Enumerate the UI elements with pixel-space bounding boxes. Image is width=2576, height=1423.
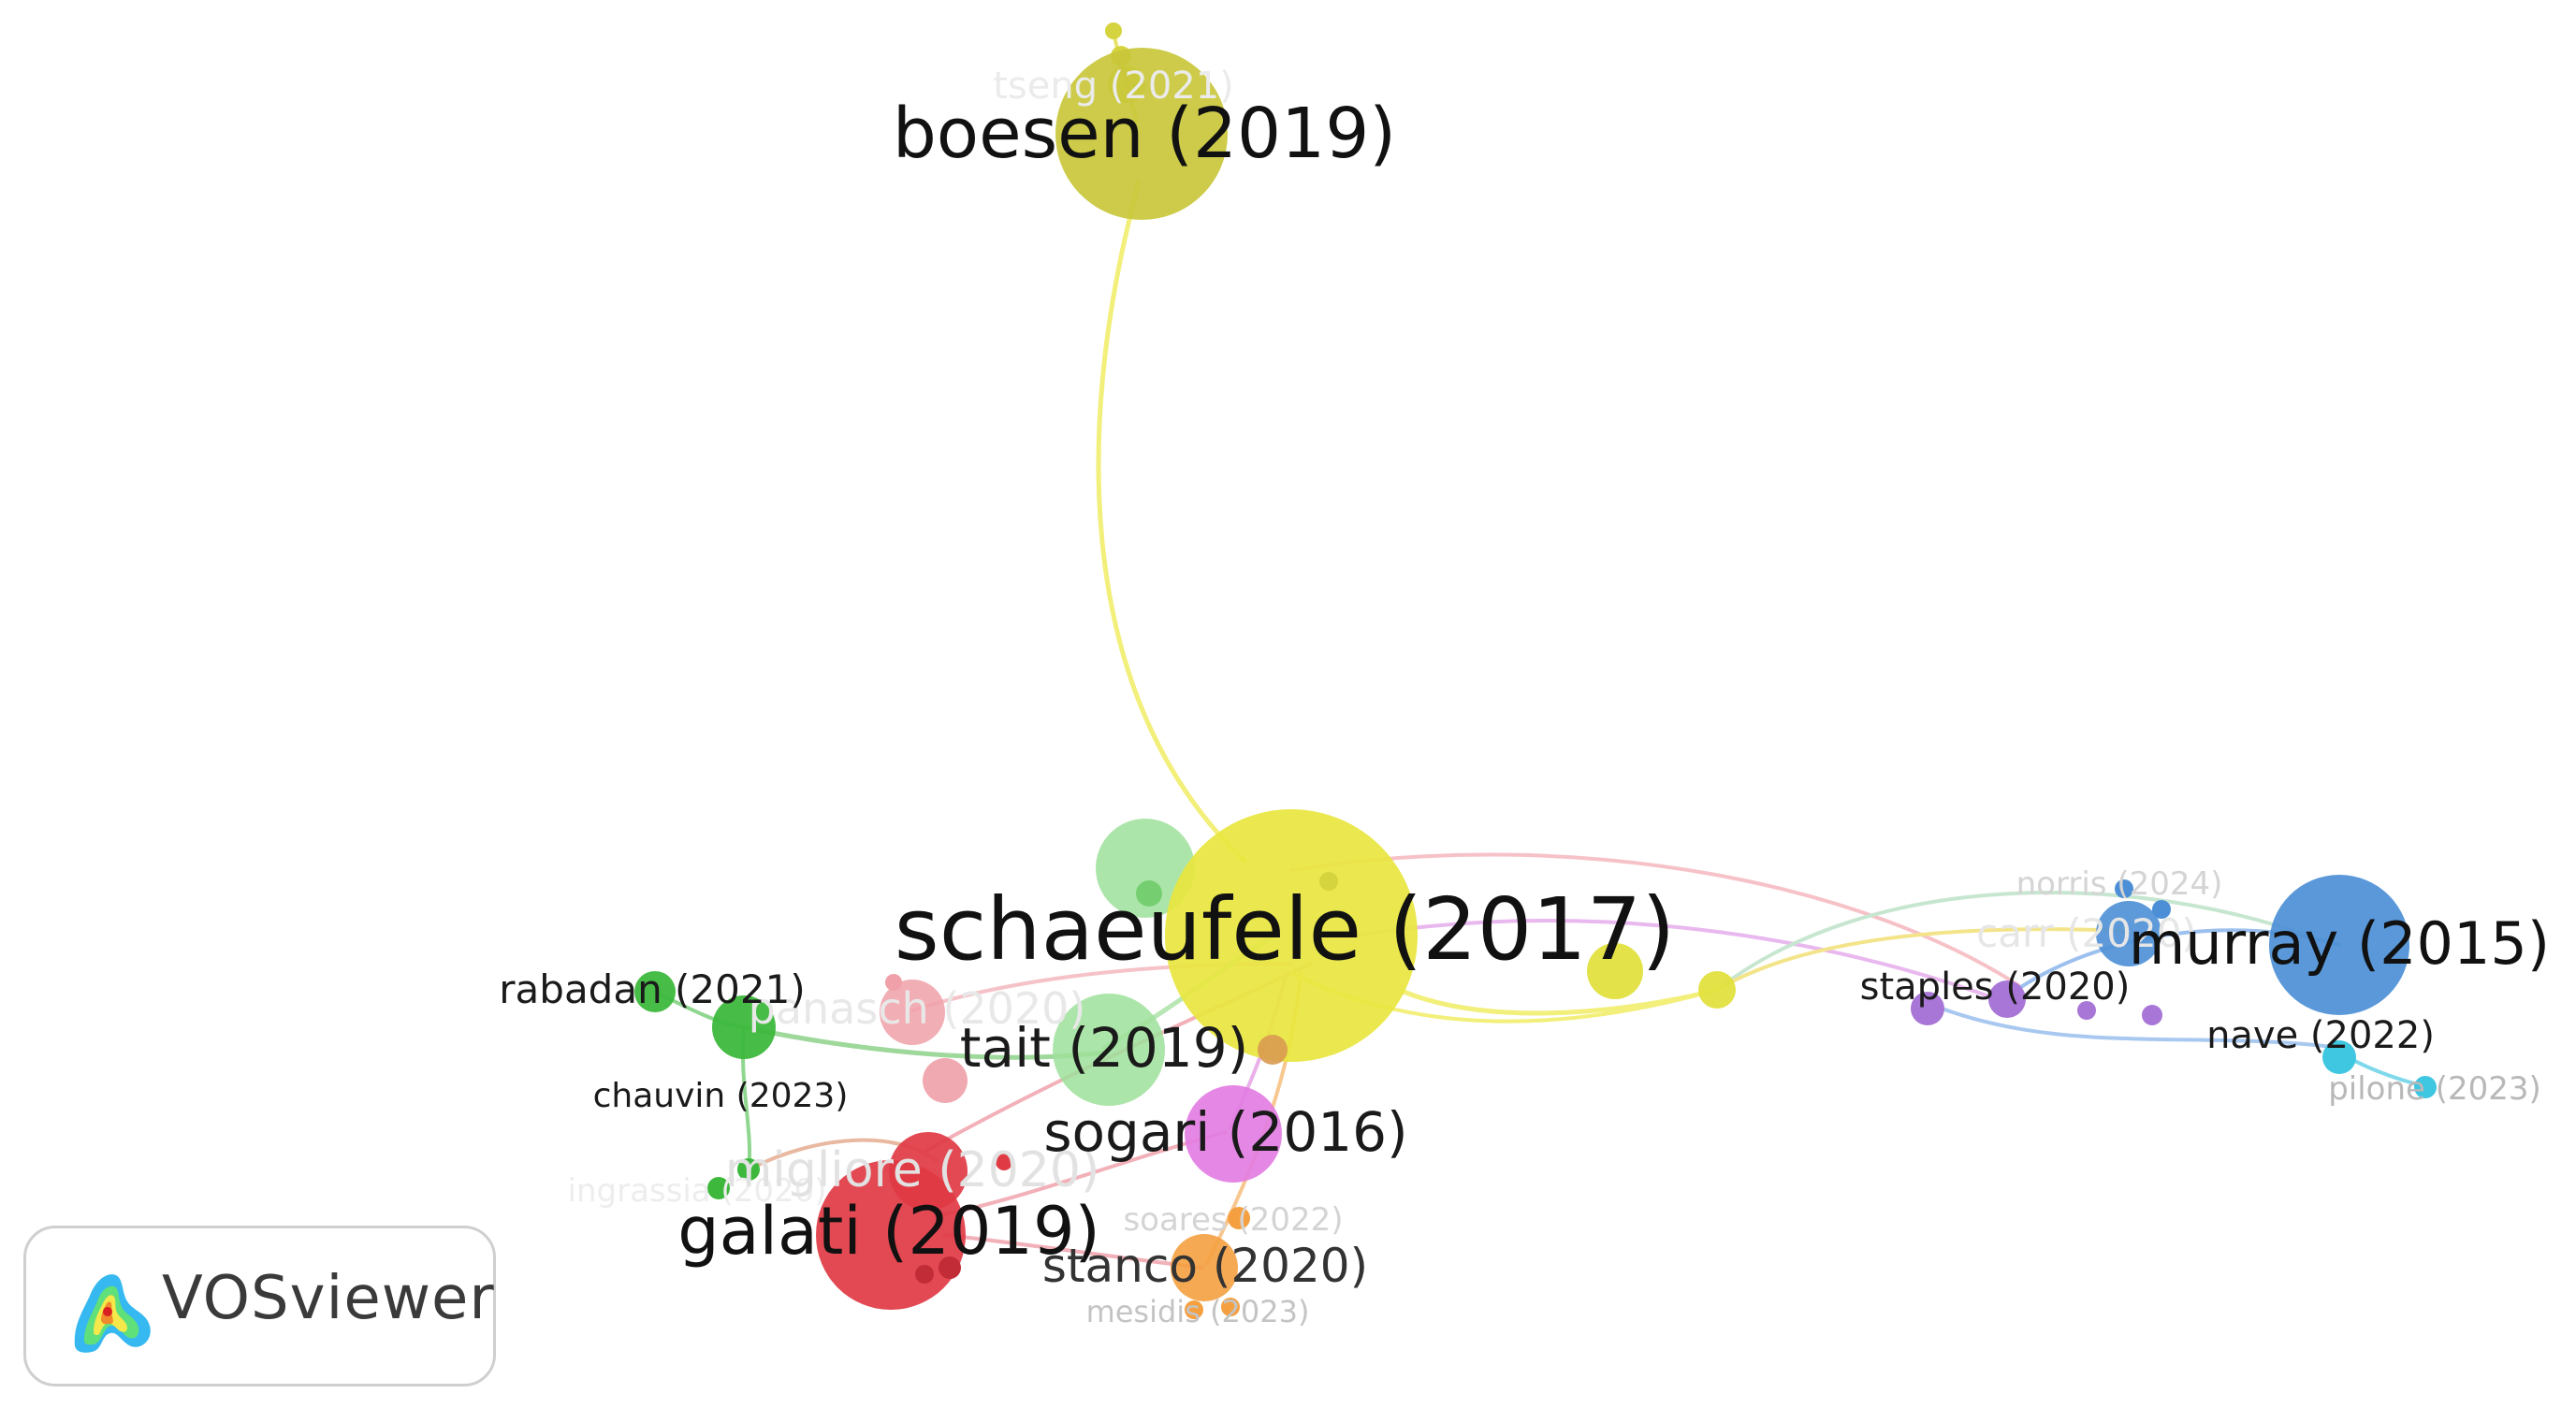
node-norris[interactable]	[2115, 879, 2133, 898]
label-chauvin: chauvin (2023)	[593, 1077, 849, 1115]
link-schaeufele-murray-yellow	[1289, 852, 2023, 989]
vosviewer-badge-text: VOSviewer	[162, 1264, 495, 1333]
node-chauvin[interactable]	[737, 1158, 760, 1181]
node-rabadan[interactable]	[634, 971, 676, 1012]
link-schaeufele-staples-purple	[1355, 919, 2004, 1003]
link-yellow-node-murray	[1715, 891, 2322, 992]
node-green-mid[interactable]	[712, 995, 776, 1059]
label-panasch: panasch (2020)	[749, 983, 1086, 1034]
node-panasch[interactable]	[880, 980, 945, 1045]
label-nave: nave (2022)	[2206, 1014, 2435, 1057]
vosviewer-badge: VOSviewer	[23, 1226, 496, 1387]
node-tait[interactable]	[1053, 994, 1165, 1106]
link-boesen-schaeufele	[1096, 180, 1247, 864]
label-rabadan: rabadan (2021)	[499, 966, 805, 1012]
node-pilone[interactable]	[2414, 1076, 2437, 1098]
label-staples: staples (2020)	[1860, 966, 2131, 1009]
node-schaeufele[interactable]	[1165, 809, 1418, 1062]
link-yellow-node-blue	[1715, 927, 2126, 992]
node-soares[interactable]	[1228, 1207, 1250, 1229]
label-pilone: pilone (2023)	[2328, 1070, 2541, 1108]
label-soares: soares (2022)	[1123, 1201, 1343, 1239]
node-staples-d[interactable]	[2142, 1005, 2162, 1025]
node-tseng-dot[interactable]	[1105, 22, 1122, 39]
node-galati-dot-a[interactable]	[939, 1256, 961, 1279]
node-tait-bubble-top[interactable]	[1096, 819, 1195, 918]
node-stanco[interactable]	[1171, 1234, 1238, 1301]
label-ingrassia: ingrassia (2020)	[568, 1172, 827, 1210]
node-staples-a[interactable]	[1911, 992, 1944, 1025]
node-green-small-top[interactable]	[1136, 880, 1162, 907]
label-galati: galati (2019)	[677, 1193, 1100, 1270]
node-yellow-dot-top[interactable]	[1319, 872, 1338, 891]
vosviewer-heatmap-logo-icon	[74, 1274, 151, 1353]
node-staples-c[interactable]	[2077, 1001, 2096, 1020]
label-migliore: migliore (2020)	[725, 1142, 1100, 1198]
node-murray[interactable]	[2269, 875, 2409, 1015]
label-mesidis: mesidis (2023)	[1086, 1294, 1310, 1329]
label-norris: norris (2024)	[2016, 865, 2223, 903]
node-sogari[interactable]	[1185, 1085, 1282, 1183]
network-labels: tseng (2021) boesen (2019) norris (2024)…	[499, 65, 2550, 1329]
node-red-dot[interactable]	[996, 1154, 1012, 1170]
label-murray: murray (2015)	[2129, 909, 2550, 978]
node-panasch-dot[interactable]	[885, 974, 902, 991]
node-orange-dot[interactable]	[1258, 1035, 1288, 1065]
label-tseng: tseng (2021)	[993, 65, 1234, 108]
node-norris-b[interactable]	[2152, 900, 2171, 919]
node-galati-dot-b[interactable]	[915, 1265, 934, 1284]
label-schaeufele: schaeufele (2017)	[895, 879, 1675, 980]
node-staples-b[interactable]	[1988, 980, 2026, 1018]
node-boesen[interactable]	[1055, 48, 1228, 220]
label-sogari: sogari (2016)	[1043, 1100, 1407, 1164]
label-boesen: boesen (2019)	[893, 94, 1396, 174]
label-tait: tait (2019)	[960, 1016, 1248, 1080]
node-mesidis-b[interactable]	[1221, 1298, 1240, 1316]
node-yellow-mid[interactable]	[1587, 943, 1643, 999]
label-stanco: stanco (2020)	[1042, 1239, 1368, 1293]
node-carr[interactable]	[2096, 901, 2161, 966]
node-yellow-small[interactable]	[1698, 971, 1736, 1009]
network-nodes	[634, 22, 2437, 1319]
node-nave[interactable]	[2322, 1040, 2356, 1074]
link-staples-nave	[1926, 1001, 2341, 1050]
node-pink-lower[interactable]	[923, 1058, 968, 1103]
node-ingrassia[interactable]	[707, 1177, 730, 1199]
network-links	[653, 30, 2433, 1270]
node-mesidis[interactable]	[1185, 1300, 1203, 1319]
label-carr: carr (2020)	[1976, 910, 2197, 956]
